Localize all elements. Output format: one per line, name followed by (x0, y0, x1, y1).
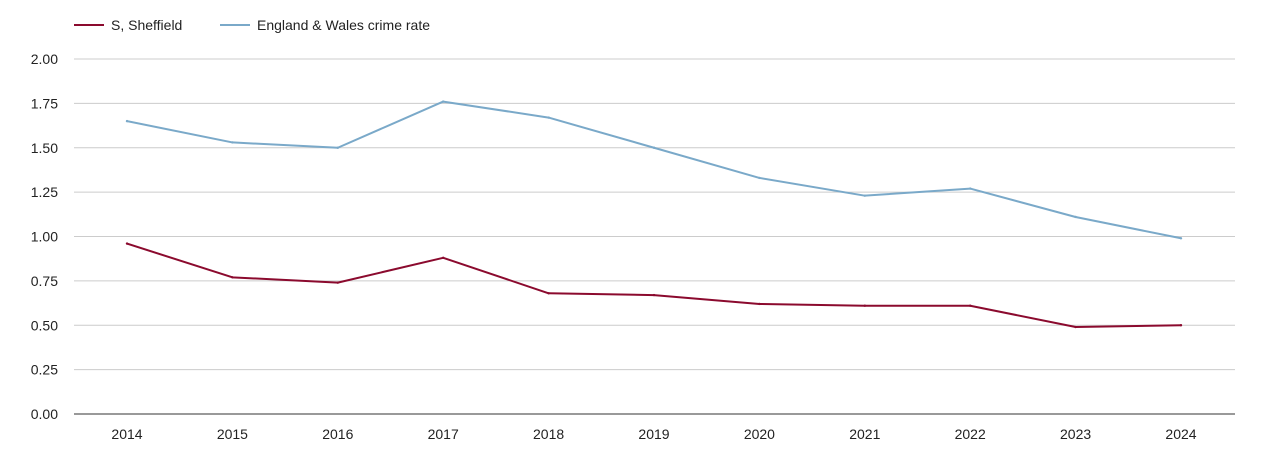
data-point-sheffield (758, 302, 761, 306)
y-tick-label: 0.00 (31, 406, 58, 422)
data-point-sheffield (863, 304, 866, 307)
data-point-sheffield (547, 292, 550, 295)
y-tick-label: 0.75 (31, 273, 58, 289)
x-tick-label: 2017 (428, 426, 459, 442)
data-point-england-wales (1074, 215, 1077, 219)
data-point-england-wales (336, 146, 339, 149)
data-point-sheffield (1179, 324, 1183, 327)
x-tick-label: 2021 (849, 426, 880, 442)
y-tick-label: 2.00 (31, 51, 58, 67)
y-tick-label: 1.00 (31, 229, 58, 245)
x-tick-label: 2024 (1165, 426, 1196, 442)
data-point-england-wales (442, 100, 445, 103)
data-point-sheffield (1074, 325, 1077, 329)
x-tick-label: 2023 (1060, 426, 1091, 442)
data-point-england-wales (547, 116, 550, 119)
x-tick-label: 2020 (744, 426, 775, 442)
data-point-england-wales (758, 176, 761, 180)
data-point-england-wales (652, 146, 656, 149)
data-point-england-wales (969, 187, 972, 190)
data-point-sheffield (652, 293, 656, 297)
x-tick-label: 2015 (217, 426, 248, 442)
data-point-sheffield (231, 276, 234, 279)
y-tick-label: 1.25 (31, 184, 58, 200)
data-point-england-wales (863, 194, 866, 197)
x-tick-label: 2018 (533, 426, 564, 442)
legend: S, Sheffield England & Wales crime rate (74, 17, 430, 33)
y-tick-label: 1.50 (31, 140, 58, 156)
data-point-england-wales (231, 141, 234, 144)
series-line-sheffield (126, 242, 1182, 329)
series-line-england-wales (126, 100, 1182, 240)
y-tick-label: 0.50 (31, 317, 58, 333)
legend-label-sheffield: S, Sheffield (111, 17, 182, 33)
x-tick-label: 2022 (955, 426, 986, 442)
y-tick-label: 1.75 (31, 95, 58, 111)
x-tick-label: 2014 (111, 426, 142, 442)
data-point-sheffield (125, 242, 129, 245)
data-point-england-wales (1179, 237, 1183, 240)
data-point-sheffield (969, 304, 972, 307)
data-point-sheffield (442, 256, 445, 259)
data-point-england-wales (125, 119, 129, 123)
y-tick-label: 0.25 (31, 362, 58, 378)
data-point-sheffield (336, 281, 339, 284)
x-tick-label: 2016 (322, 426, 353, 442)
legend-label-england-wales: England & Wales crime rate (257, 17, 430, 33)
x-tick-label: 2019 (638, 426, 669, 442)
